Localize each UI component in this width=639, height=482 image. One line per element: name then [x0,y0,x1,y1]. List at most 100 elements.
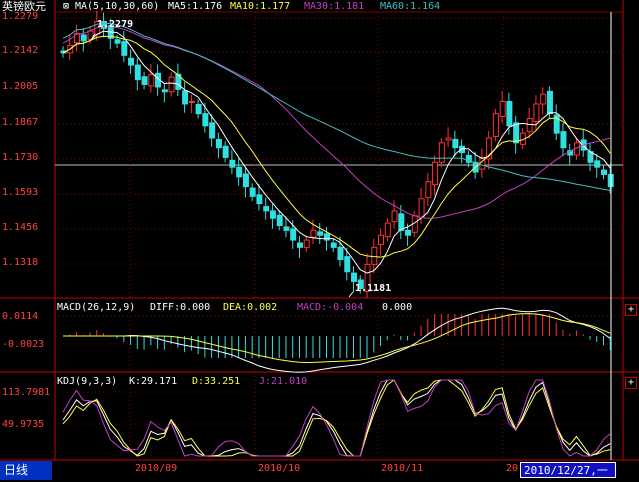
kdj-params[interactable]: KDJ(9,3,3) [57,376,118,387]
low-marker: 1.1181 [355,283,392,294]
candle-body [283,226,290,231]
candle-body [121,41,128,56]
candle-body [351,272,358,282]
candle-body [445,137,452,141]
macd-extra: 0.000 [382,302,413,313]
macd-value: MACD:-0.004 [297,302,364,313]
candle-body [74,32,81,44]
candle-body [553,114,560,134]
macd-dea: DEA:0.002 [223,302,278,313]
candle-body [256,194,263,205]
candle-body [236,166,243,178]
candle-body [168,76,175,93]
ma30-line [62,25,611,219]
ma5-line [62,30,611,274]
candle-body [506,101,513,127]
candle-body [222,145,229,158]
low-marker-arrow [348,291,354,298]
macd-tick: -0.0023 [2,339,45,350]
price-tick: 1.2005 [2,81,39,92]
candle-body [276,214,283,227]
candle-body [378,234,385,245]
candle-body [330,242,337,248]
price-tick: 1.1867 [2,117,39,128]
period-selector[interactable]: 日线 [0,461,52,480]
candle-body [546,90,553,115]
candle-body [371,246,378,265]
candle-body [344,256,351,273]
kdj-tick: 49.9735 [2,419,45,430]
macd-expand-button[interactable]: + [625,304,637,316]
ma60-value: MA60:1.164 [380,1,441,12]
candle-body [391,210,398,223]
candle-body [161,89,168,93]
candle-body [310,229,317,238]
date-tick: 2010/10 [258,463,301,474]
macd-params[interactable]: MACD(26,12,9) [57,302,136,313]
date-tick: 2010/11 [381,463,424,474]
ma-params[interactable]: MA(5,10,30,60) [75,1,160,12]
candle-body [513,122,520,144]
candle-body [101,21,108,30]
candle-body [337,246,344,261]
candle-body [533,103,540,122]
candle-body [594,160,601,168]
candle-body [499,101,506,118]
candle-body [242,173,249,188]
candle-body [540,93,547,105]
candle-body [600,169,607,175]
candle-body [249,187,256,197]
candle-body [432,161,439,186]
candle-body [114,39,121,44]
kdj-expand-button[interactable]: + [625,377,637,389]
ma-indicator-icon[interactable]: ⊠ [63,1,70,12]
candle-body [215,138,222,149]
price-tick: 1.1593 [2,187,39,198]
candle-body [384,222,391,238]
candle-body [296,242,303,248]
symbol-name: 英镑欧元 [2,0,46,13]
price-tick: 1.1456 [2,222,39,233]
candle-body [323,233,330,241]
ma5-value: MA5:1.176 [168,1,223,12]
kdj-j-line [62,379,611,457]
candle-body [269,210,276,219]
kdj-tick: 113.7981 [2,387,51,398]
candle-body [188,101,195,104]
candle-body [80,34,87,42]
macd-dea-line [63,313,611,364]
high-marker-arrow [90,33,96,41]
candle-body [229,159,236,168]
candle-body [492,113,499,138]
kdj-d: D:33.251 [192,376,241,387]
candle-body [452,138,459,149]
kdj-k-line [62,379,611,457]
candle-body [357,279,364,289]
high-marker: 1.2279 [97,19,134,30]
candle-body [425,181,432,198]
candle-body [438,142,445,163]
candle-body [303,239,310,248]
kdj-k: K:29.171 [129,376,178,387]
candle-body [465,154,472,163]
candle-body [290,228,297,241]
candle-body [209,122,216,139]
candle-body [459,145,466,154]
candle-body [195,103,202,115]
kdj-j: J:21.010 [259,376,308,387]
price-tick: 1.1318 [2,257,39,268]
date-tick: 20 [506,463,519,474]
price-tick: 1.2279 [2,11,39,22]
cursor-date-label: 2010/12/27,一 [520,462,616,478]
price-tick: 1.1730 [2,152,39,163]
candle-body [560,131,567,149]
macd-diff: DIFF:0.000 [150,302,211,313]
ma10-line [62,35,611,258]
candle-body [141,76,148,85]
macd-diff-line [63,307,611,373]
candle-body [182,90,189,105]
price-tick: 1.2142 [2,45,39,56]
ma60-line [62,22,611,191]
